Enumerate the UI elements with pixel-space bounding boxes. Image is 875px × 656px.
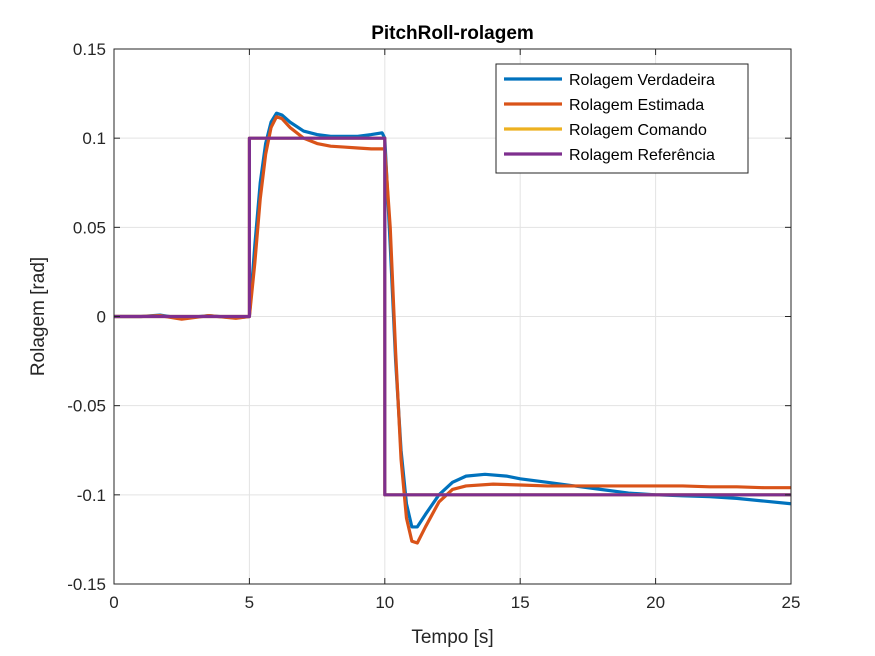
x-tick-label: 15: [511, 593, 530, 612]
x-tick-label: 5: [245, 593, 254, 612]
x-tick-label: 20: [646, 593, 665, 612]
y-tick-label: -0.1: [77, 486, 106, 505]
series-line-rolagem-referencia: [114, 136, 791, 497]
x-tick-label: 25: [782, 593, 801, 612]
y-axis-label: Rolagem [rad]: [28, 257, 49, 376]
y-tick-label: 0.15: [73, 40, 106, 59]
y-tick-label: 0.05: [73, 218, 106, 237]
y-tick-label: 0: [97, 308, 106, 327]
x-tick-label: 0: [109, 593, 118, 612]
legend-label: Rolagem Referência: [569, 147, 715, 164]
legend-label: Rolagem Estimada: [569, 97, 704, 114]
series-line-rolagem-estimada: [114, 115, 791, 545]
chart-title: PitchRoll-rolagem: [371, 23, 534, 44]
y-tick-label: -0.15: [67, 575, 106, 594]
legend: Rolagem Verdadeira Rolagem Estimada Rolage…: [495, 63, 749, 174]
legend-label: Rolagem Verdadeira: [569, 72, 715, 89]
legend-label: Rolagem Comando: [569, 122, 707, 139]
ticks: 0 5 10 15 20 25 -0.15 -0.1 -0.05 0 0.05 0.1 0.15: [67, 40, 800, 612]
y-tick-label: -0.05: [67, 397, 106, 416]
x-tick-label: 10: [375, 593, 394, 612]
x-axis-label: Tempo [s]: [411, 627, 493, 648]
y-tick-label: 0.1: [82, 129, 106, 148]
series-layer: [114, 111, 792, 545]
